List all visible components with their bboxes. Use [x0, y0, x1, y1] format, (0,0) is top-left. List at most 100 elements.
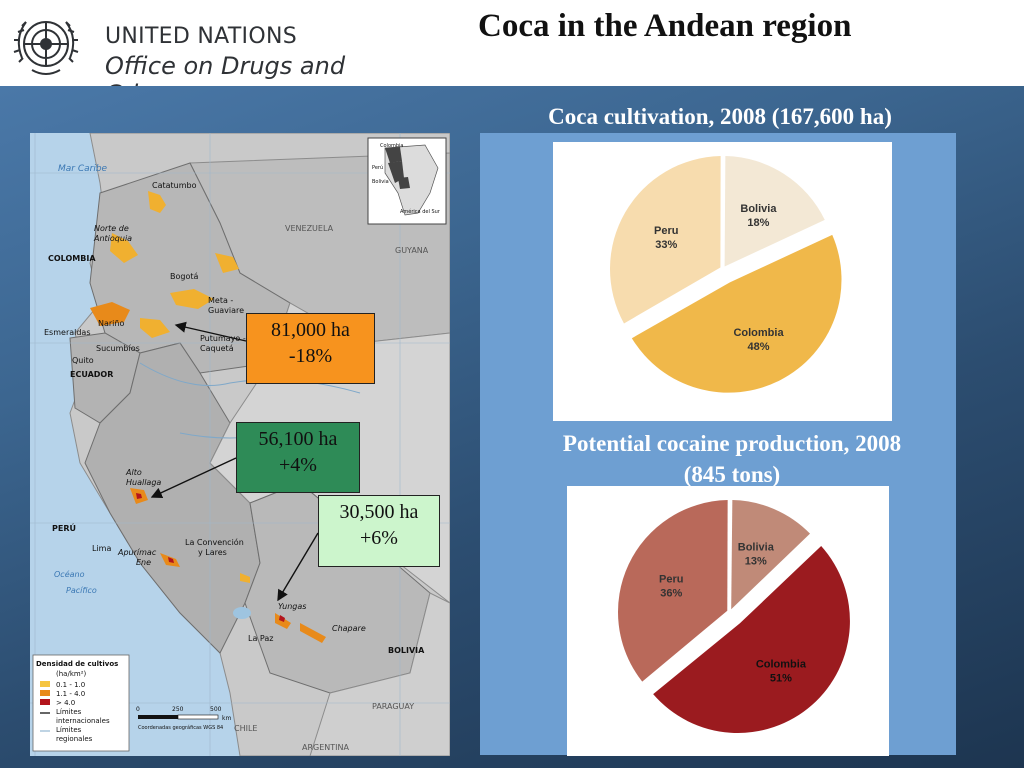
scale-bar: 0 250 500 km Coordenadas geográficas WGS… [136, 706, 231, 731]
place-label: Nariño [98, 319, 124, 328]
place-label: La Convención [185, 537, 244, 547]
lake-titicaca [233, 607, 251, 619]
colombia-callout: 81,000 ha -18% [246, 313, 375, 384]
place-label: Antioquia [93, 234, 132, 243]
svg-text:500: 500 [210, 706, 222, 713]
pie-slice-peru [610, 156, 721, 324]
svg-text:0: 0 [136, 706, 140, 713]
pie-slice-peru [618, 500, 728, 682]
place-label: Sucumbíos [96, 344, 140, 353]
legend-item-3: > 4.0 [56, 699, 75, 707]
legend-line-4: regionales [56, 735, 93, 743]
legend-item-1: 0.1 - 1.0 [56, 681, 85, 689]
place-label: Huallaga [126, 478, 161, 487]
peru-callout-area: 56,100 ha [258, 428, 338, 450]
legend-unit: (ha/km²) [56, 670, 86, 678]
svg-text:Bolivia: Bolivia [372, 179, 389, 185]
map-labels: Mar Caribe Catatumbo Norte de Antioquia … [44, 164, 429, 752]
bolivia-callout-area: 30,500 ha [339, 501, 419, 523]
place-label: Apurímac [117, 548, 157, 557]
pie-value-peru: 33% [655, 239, 677, 251]
pie-value-bolivia: 13% [745, 555, 767, 567]
cocaine-production-pie: Bolivia 13% Colombia 51% Peru 36% [567, 486, 889, 756]
place-label: Esmeraldas [44, 328, 91, 337]
place-label: Norte de [94, 224, 129, 233]
slide-header: UNITED NATIONS Office on Drugs and Crime… [0, 0, 1024, 108]
colombia-callout-area: 81,000 ha [271, 319, 350, 341]
place-label: Meta - [208, 296, 233, 305]
unodc-logo: UNITED NATIONS Office on Drugs and Crime [8, 8, 418, 108]
legend-line-3: Límites [56, 726, 82, 734]
place-label: Caquetá [200, 344, 234, 353]
country-label: ECUADOR [70, 370, 113, 379]
legend-swatch-2 [40, 690, 50, 696]
country-label: ARGENTINA [302, 743, 350, 752]
slide-title: Coca in the Andean region [478, 8, 852, 44]
svg-text:Colombia: Colombia [380, 143, 404, 149]
sea-label: Mar Caribe [58, 164, 108, 174]
legend-swatch-3 [40, 699, 50, 705]
cocaine-production-title-line2: (845 tons) [683, 462, 781, 487]
paraguay-region [309, 592, 450, 756]
pie-slice-colombia [653, 546, 850, 734]
legend-title: Densidad de cultivos [36, 660, 118, 668]
legend-line-2: internacionales [56, 717, 110, 725]
pie-value-colombia: 51% [770, 673, 792, 685]
pie-label-colombia: Colombia [733, 327, 784, 339]
bolivia-callout: 30,500 ha +6% [318, 495, 440, 567]
coca-cultivation-title: Coca cultivation, 2008 (167,600 ha) [548, 104, 892, 129]
coca-density-areas [90, 191, 326, 643]
svg-text:América del Sur: América del Sur [400, 208, 441, 215]
org-name-line1: UNITED NATIONS [105, 24, 297, 49]
svg-text:250: 250 [172, 706, 184, 713]
place-label: Yungas [278, 602, 306, 611]
bolivia-callout-change: +6% [360, 527, 398, 549]
city-label: Bogotá [170, 272, 198, 281]
pie-value-peru: 36% [660, 587, 682, 599]
pie-slice-colombia [631, 234, 842, 393]
pie-chart-1: Bolivia 18% Colombia 48% Peru 33% [610, 156, 842, 393]
legend-line-1: Límites [56, 708, 82, 716]
pie-slice-bolivia [724, 156, 825, 267]
country-label: PARAGUAY [372, 702, 414, 711]
svg-text:Perú: Perú [372, 164, 383, 171]
country-label: BOLIVIA [388, 646, 425, 655]
cocaine-production-title-line1: Potential cocaine production, 2008 [562, 431, 902, 456]
country-label: VENEZUELA [285, 224, 334, 233]
country-label: GUYANA [395, 246, 429, 255]
map-legend: Densidad de cultivos (ha/km²) 0.1 - 1.0 … [32, 654, 130, 752]
pie-slice-bolivia [731, 500, 811, 610]
sea-label: Pacífico [66, 586, 97, 595]
pie-chart-2: Bolivia 13% Colombia 51% Peru 36% [618, 500, 850, 734]
pie-value-bolivia: 18% [747, 217, 769, 229]
pie-label-peru: Peru [659, 573, 683, 585]
place-label: Putumayo - [200, 334, 246, 343]
peru-callout-change: +4% [279, 454, 317, 476]
map-canvas: Colombia Perú Bolivia América del Sur Ma… [30, 133, 450, 756]
place-label: Chapare [332, 624, 366, 633]
city-label: La Paz [248, 634, 273, 643]
pie-label-bolivia: Bolivia [738, 541, 775, 553]
place-label: Alto [125, 468, 142, 477]
legend-swatch-1 [40, 681, 50, 687]
peru-callout: 56,100 ha +4% [236, 422, 360, 493]
sea-label: Océano [54, 569, 85, 579]
pie-label-bolivia: Bolivia [740, 203, 777, 215]
place-label: y Lares [198, 548, 227, 557]
colombia-callout-change: -18% [288, 345, 333, 367]
place-label: Guaviare [208, 306, 244, 315]
pie-value-colombia: 48% [748, 341, 770, 353]
city-label: Quito [72, 356, 94, 365]
cocaine-production-title: Potential cocaine production, 2008 (845 … [510, 428, 954, 490]
country-label: CHILE [234, 724, 257, 733]
svg-text:Coordenadas geográficas WGS 84: Coordenadas geográficas WGS 84 [138, 724, 223, 731]
inset-map: Colombia Perú Bolivia América del Sur [367, 137, 447, 225]
place-label: Catatumbo [152, 181, 197, 190]
legend-item-2: 1.1 - 4.0 [56, 690, 85, 698]
country-label: COLOMBIA [48, 254, 96, 263]
svg-text:km: km [222, 715, 231, 722]
un-emblem-icon [13, 21, 79, 75]
city-label: Lima [92, 544, 111, 553]
coca-cultivation-pie: Bolivia 18% Colombia 48% Peru 33% [553, 142, 892, 421]
pie-label-colombia: Colombia [756, 659, 807, 671]
